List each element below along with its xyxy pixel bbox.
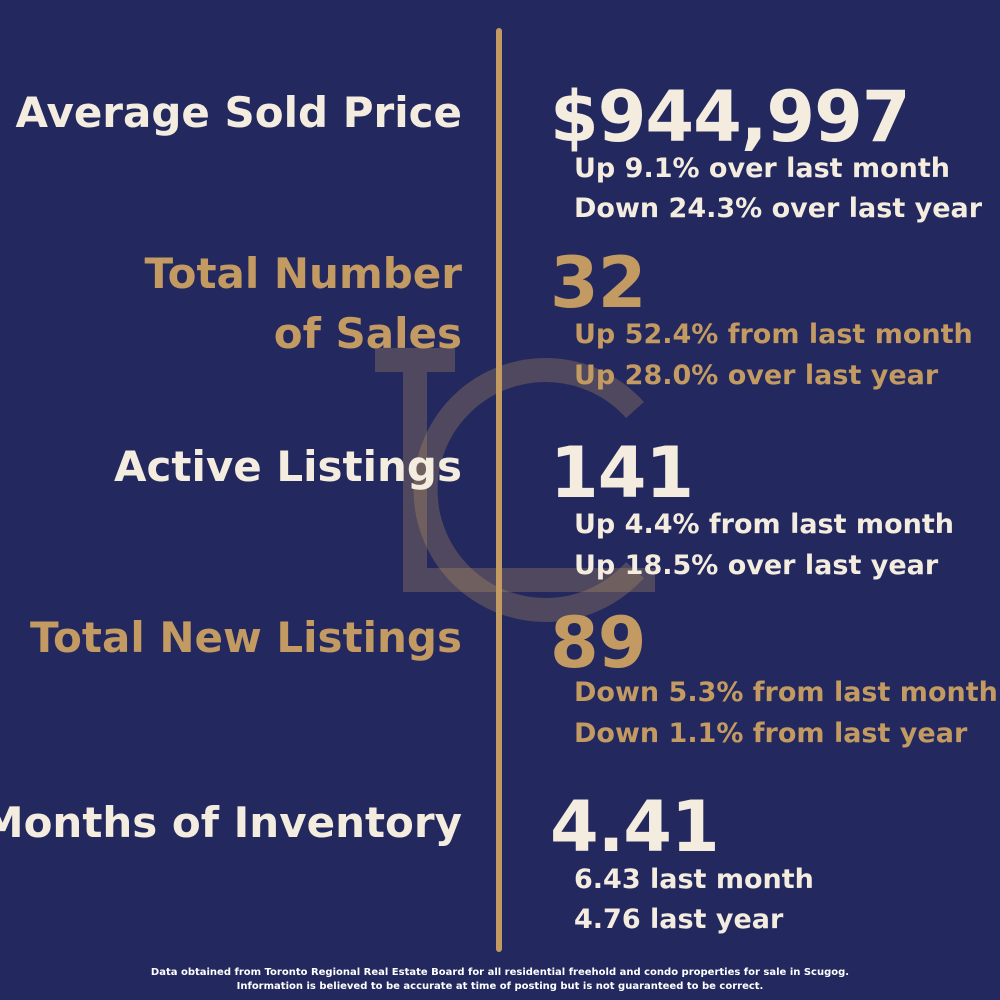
months-inventory-value: 4.41 — [550, 786, 720, 868]
months-inventory-last-year: 4.76 last year — [574, 904, 784, 935]
new-listings-change-year: Down 1.1% from last year — [574, 718, 968, 749]
active-listings-label: Active Listings — [114, 442, 462, 491]
vertical-divider — [496, 28, 502, 952]
average-sold-price-change-month: Up 9.1% over last month — [574, 153, 950, 184]
active-listings-change-month: Up 4.4% from last month — [574, 509, 954, 540]
new-listings-label: Total New Listings — [29, 613, 462, 662]
new-listings-change-month: Down 5.3% from last month — [574, 677, 998, 708]
total-sales-label-line1: Total Number — [144, 249, 462, 298]
active-listings-value: 141 — [550, 432, 694, 514]
total-sales-change-year: Up 28.0% over last year — [574, 360, 939, 391]
footer-line-1: Data obtained from Toronto Regional Real… — [150, 967, 850, 978]
average-sold-price-value: $944,997 — [550, 76, 911, 158]
average-sold-price-label: Average Sold Price — [15, 88, 462, 137]
total-sales-change-month: Up 52.4% from last month — [574, 319, 973, 350]
footer-line-2: Information is believed to be accurate a… — [236, 981, 764, 992]
footer-disclaimer: Data obtained from Toronto Regional Real… — [0, 966, 1000, 994]
months-inventory-label: Months of Inventory — [0, 798, 462, 847]
total-sales-value: 32 — [550, 242, 646, 324]
active-listings-change-year: Up 18.5% over last year — [574, 550, 939, 581]
total-sales-label-line2: of Sales — [273, 309, 462, 358]
watermark-logo — [375, 348, 655, 622]
average-sold-price-change-year: Down 24.3% over last year — [574, 193, 983, 224]
new-listings-value: 89 — [550, 602, 646, 684]
months-inventory-last-month: 6.43 last month — [574, 864, 814, 895]
